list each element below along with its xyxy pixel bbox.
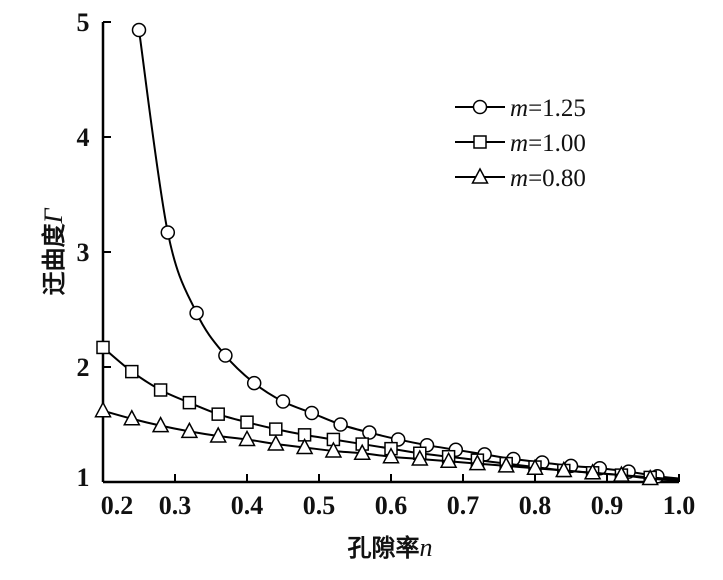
triangle-marker — [471, 167, 489, 184]
legend-item: m=0.80 — [455, 165, 586, 192]
circle-marker — [275, 394, 291, 409]
x-tick-label: 0.8 — [519, 491, 552, 520]
triangle-marker — [439, 451, 458, 469]
y-tick-label: 2 — [77, 353, 90, 382]
x-tick-label: 0.5 — [303, 491, 336, 520]
x-tick-label: 0.3 — [159, 491, 192, 520]
triangle-marker — [353, 443, 371, 460]
triangle-marker — [324, 441, 343, 458]
triangle-marker — [411, 449, 429, 466]
series-group — [94, 22, 680, 486]
triangle-marker — [295, 437, 314, 455]
legend-label: m=1.25 — [510, 95, 586, 122]
x-tick-label: 0.4 — [231, 491, 264, 520]
y-tick-label: 1 — [77, 463, 90, 492]
triangle-marker — [612, 465, 631, 482]
square-marker — [473, 135, 487, 149]
square-marker — [269, 422, 283, 436]
triangle-marker — [180, 421, 199, 439]
legend-label: m=1.00 — [510, 130, 586, 157]
circle-marker — [362, 425, 377, 440]
x-axis-label: 孔隙率n — [348, 533, 433, 562]
square-marker — [240, 415, 254, 429]
square-marker — [96, 340, 110, 355]
circle-marker — [246, 375, 262, 391]
x-tick-label: 0.7 — [447, 491, 480, 520]
square-marker — [182, 395, 197, 410]
y-tick-label: 5 — [77, 8, 90, 37]
circle-marker — [218, 348, 233, 363]
y-axis-label: 迂曲度Γ — [39, 207, 68, 295]
triangle-marker — [123, 409, 141, 426]
x-tick-label: 1.0 — [663, 491, 696, 520]
square-marker — [153, 383, 168, 397]
legend-item: m=1.00 — [455, 130, 586, 157]
triangle-marker — [94, 401, 112, 418]
circle-marker — [160, 225, 176, 240]
triangle-marker — [468, 454, 487, 471]
triangle-marker — [526, 458, 544, 475]
legend-label: m=0.80 — [510, 165, 586, 192]
square-marker — [211, 407, 225, 421]
triangle-marker — [238, 429, 256, 447]
y-tick-label: 3 — [77, 238, 90, 267]
x-tick-label: 0.6 — [375, 491, 408, 520]
triangle-marker — [641, 468, 659, 486]
x-tick-label: 0.2 — [101, 491, 134, 520]
y-tick-label: 4 — [77, 123, 90, 152]
triangle-marker — [497, 456, 515, 473]
x-tick-label: 0.9 — [591, 491, 624, 520]
triangle-marker — [555, 460, 573, 478]
circle-marker — [472, 99, 488, 115]
triangle-marker — [267, 434, 285, 451]
legend-item: m=1.25 — [455, 95, 586, 122]
axes: 0.2 0.3 0.4 0.5 0.6 0.7 0.8 0.9 1.0 1 2 3 4 5 — [77, 8, 696, 520]
circle-marker — [189, 305, 204, 321]
square-marker — [125, 364, 139, 379]
circle-marker — [304, 405, 320, 421]
circle-marker — [333, 417, 348, 432]
triangle-marker — [151, 416, 170, 433]
series-triangle — [94, 401, 680, 486]
circle-marker — [131, 22, 147, 38]
triangle-marker — [583, 463, 602, 480]
legend: m=1.25 m=1.00 m=0.80 — [455, 95, 586, 192]
triangle-marker — [209, 426, 227, 443]
triangle-marker — [382, 447, 400, 464]
